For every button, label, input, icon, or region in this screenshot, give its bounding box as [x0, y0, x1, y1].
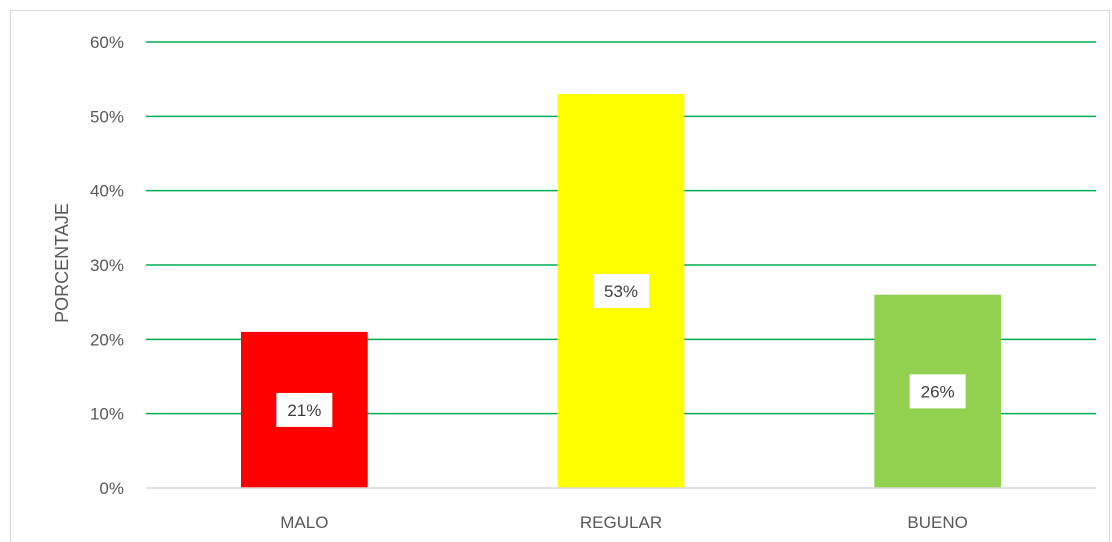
data-labels: 21% 53% 26% — [276, 274, 966, 427]
y-tick-label: 60% — [90, 33, 124, 52]
data-label: 53% — [604, 282, 638, 301]
y-tick-label: 30% — [90, 256, 124, 275]
y-tick-label: 50% — [90, 107, 124, 126]
data-label: 21% — [287, 401, 321, 420]
y-tick-label: 10% — [90, 405, 124, 424]
bars — [241, 94, 1001, 489]
y-axis-ticks: 0% 10% 20% 30% 40% 50% 60% — [90, 33, 124, 498]
chart-frame — [10, 10, 1110, 542]
y-tick-label: 40% — [90, 182, 124, 201]
x-tick-label: BUENO — [907, 513, 967, 532]
y-tick-label: 0% — [99, 479, 124, 498]
x-tick-label: REGULAR — [580, 513, 662, 532]
x-tick-label: MALO — [280, 513, 328, 532]
y-axis-title: PORCENTAJE — [52, 203, 72, 323]
data-label: 26% — [921, 382, 955, 401]
x-axis-ticks: MALO REGULAR BUENO — [280, 513, 968, 532]
data-label-box — [909, 374, 966, 409]
y-tick-label: 20% — [90, 330, 124, 349]
data-label-box — [593, 274, 649, 309]
data-label-box — [276, 392, 333, 427]
